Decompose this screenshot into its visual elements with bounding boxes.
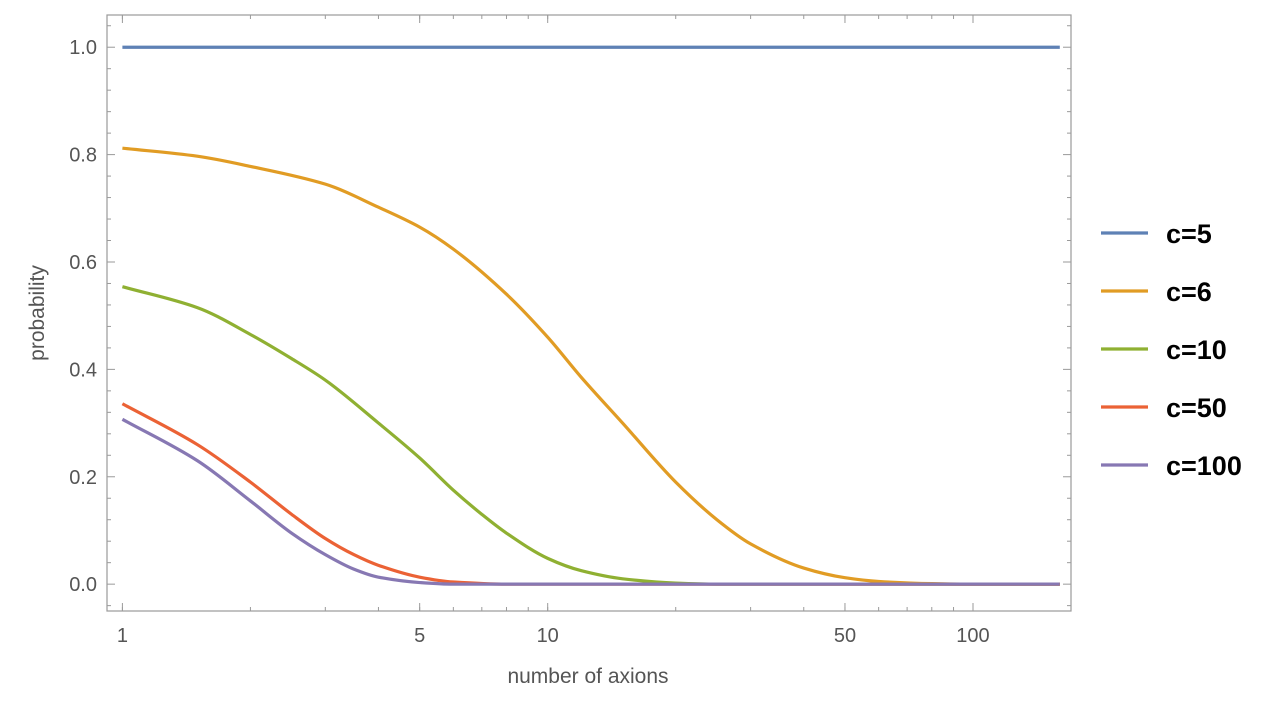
x-tick-label: 50	[834, 625, 856, 647]
y-tick-label: 0.0	[69, 574, 97, 596]
y-axis-ticks: 0.0 0.2 0.4 0.6 0.8 1.0	[69, 37, 1071, 596]
x-tick-label: 100	[956, 625, 989, 647]
legend-label: c=10	[1166, 335, 1227, 365]
legend-label: c=6	[1166, 277, 1212, 307]
x-tick-label: 5	[414, 625, 425, 647]
x-axis-title: number of axions	[507, 665, 668, 688]
series-line-c=100	[121, 417, 1060, 586]
series-layer	[121, 45, 1060, 586]
y-axis-title: probability	[26, 265, 49, 361]
minor-ticks	[107, 15, 1071, 611]
y-tick-label: 0.8	[69, 145, 97, 167]
y-tick-label: 0.2	[69, 467, 97, 489]
y-tick-label: 0.6	[69, 252, 97, 274]
x-axis-ticks: 1 5 10 50 100	[117, 15, 990, 647]
x-tick-label: 1	[117, 625, 128, 647]
legend-label: c=100	[1166, 451, 1242, 481]
y-tick-label: 1.0	[69, 37, 97, 59]
legend-label: c=50	[1166, 393, 1227, 423]
legend: c=5 c=6 c=10 c=50 c=100	[1101, 219, 1242, 481]
plot-frame	[106, 14, 1072, 612]
legend-label: c=5	[1166, 219, 1212, 249]
x-tick-label: 10	[537, 625, 559, 647]
y-tick-label: 0.4	[69, 359, 97, 381]
series-line-c=50	[121, 402, 1060, 586]
series-line-c=6	[122, 146, 1060, 586]
series-line-c=10	[121, 285, 1060, 586]
